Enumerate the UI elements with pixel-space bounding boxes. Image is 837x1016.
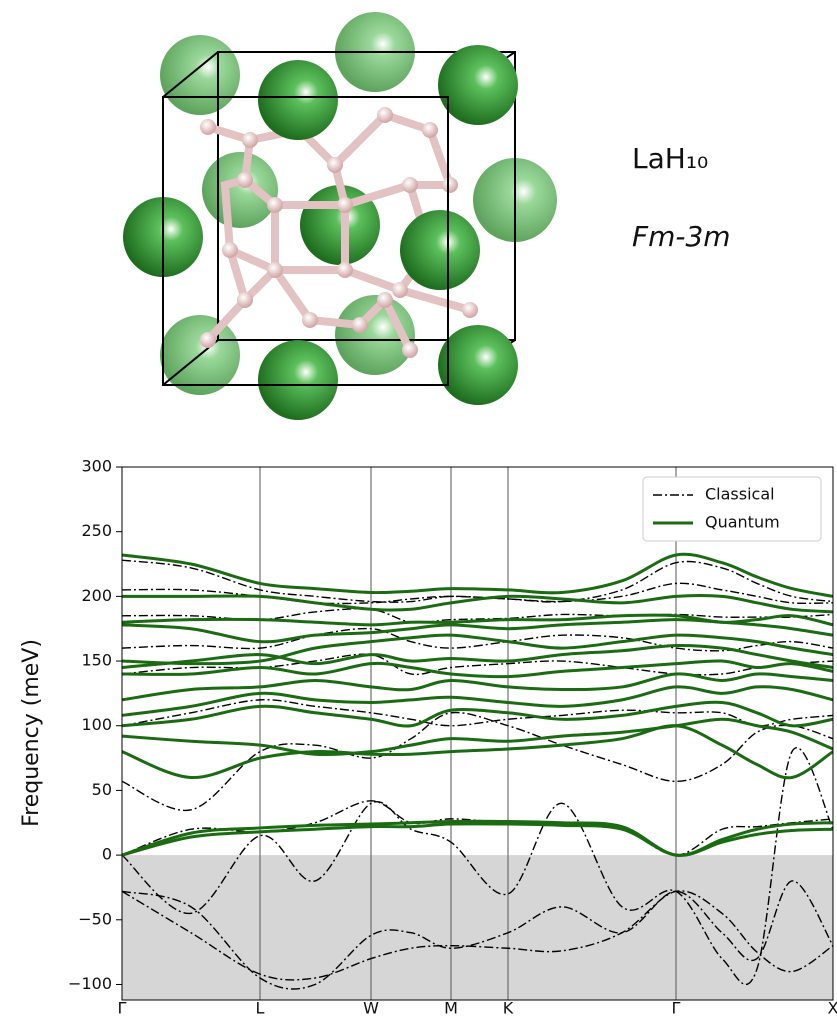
band-line [122,747,833,986]
plot: −100 −50 0 50 100 150 200 250 300 Γ L W M K Γ X Classica… [68,457,837,1016]
bands [122,552,833,990]
band-line [122,552,833,598]
band-line [122,880,833,990]
y-tick-label: 0 [102,845,112,864]
y-tick-label: −50 [78,909,112,928]
band-line [122,659,833,679]
x-tick-label: K [503,999,514,1016]
band-line [122,890,833,981]
legend-label: Classical [705,485,775,504]
y-tick-label: 250 [81,521,112,540]
band-line [122,643,833,670]
y-tick-label: 300 [81,457,112,476]
y-axis-label: Frequency (meV) [19,639,44,827]
band-line [122,618,833,644]
space-group: Fm-3m [632,220,731,253]
band-line [122,819,833,857]
x-tick-label: M [444,999,458,1016]
negative-region [122,855,833,1000]
band-line [122,594,833,614]
x-tick-label: L [256,999,265,1016]
x-tick-label: Γ [118,999,127,1016]
y-tick-label: 50 [92,780,112,799]
formula: LaH₁₀ [632,142,708,175]
x-tick-label: Γ [672,999,681,1016]
band-line [122,724,833,780]
band-line [122,700,833,728]
crystal-structure [123,12,557,420]
band-line [122,717,833,756]
legend-box [642,476,822,542]
y-tick-label: 150 [81,651,112,670]
y-tick-label: −100 [68,974,112,993]
band-line [122,613,833,627]
y-tick-label: 100 [81,715,112,734]
band-line [122,822,833,857]
x-tick-label: W [363,999,379,1016]
band-line [122,685,833,717]
x-tick-label: X [828,999,837,1016]
y-tick-label: 200 [81,586,112,605]
band-line [122,633,833,666]
legend-label: Quantum [705,513,780,532]
band-line [122,672,833,702]
band-line [122,711,833,812]
plot-frame [121,466,834,1001]
